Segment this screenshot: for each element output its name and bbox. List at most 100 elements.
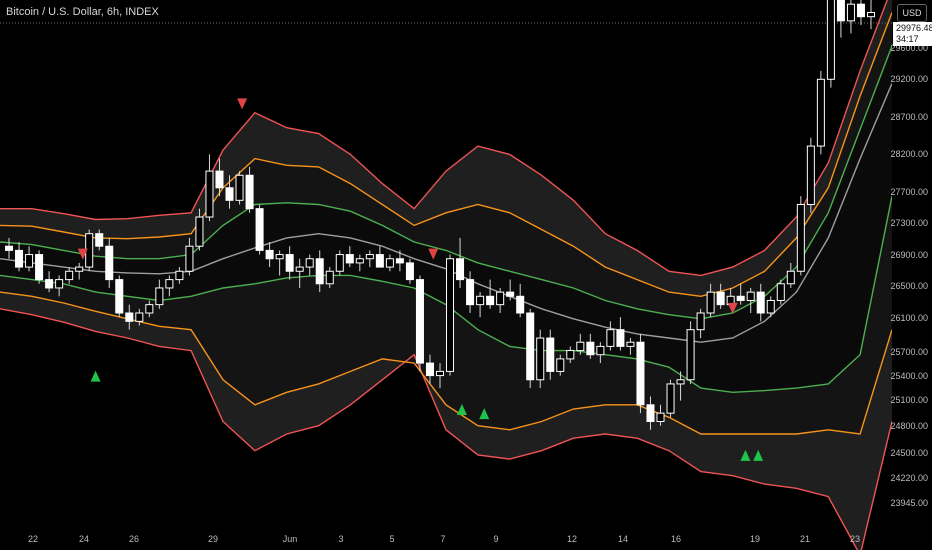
sell-signal-marker (237, 98, 248, 110)
candle-body (155, 287, 164, 306)
candle-body (796, 203, 805, 272)
candle-body (145, 304, 154, 314)
candle-body (516, 295, 525, 314)
candle-body (546, 337, 555, 372)
candle-body (606, 329, 615, 347)
candle-body (385, 258, 394, 268)
candle-body (235, 174, 244, 201)
price-tick-label: 24800.00 (890, 421, 928, 431)
price-axis[interactable]: 29600.00 29200.00 28700.00 28200.00 27700.00… (890, 0, 932, 550)
candle-body (866, 12, 875, 18)
candle-body (195, 216, 204, 247)
candle-body (466, 279, 475, 306)
candle-body (165, 279, 174, 289)
candle-body (836, 0, 845, 22)
candle-body (736, 295, 745, 301)
candle-body (415, 279, 424, 364)
time-tick-label: 3 (338, 534, 344, 544)
candle-body (496, 291, 505, 306)
buy-signal-marker (456, 403, 467, 415)
price-tick-label: 25400.00 (890, 371, 928, 381)
candle-body (365, 254, 374, 260)
sell-signal-marker (77, 248, 88, 260)
time-tick-label: 19 (749, 534, 761, 544)
bar-countdown: 34:17 (896, 34, 919, 44)
price-tick-label: 25700.00 (890, 347, 928, 357)
price-chart[interactable] (0, 0, 892, 550)
candle-body (265, 249, 274, 260)
candle-body (596, 345, 605, 356)
candle-body (295, 266, 304, 272)
last-price: 29976.48 (896, 23, 932, 33)
candle-body (425, 362, 434, 377)
candle-body (45, 279, 54, 289)
price-tick-label: 26500.00 (890, 281, 928, 291)
series-line-mid-upper (0, 12, 892, 298)
series-line-mid-lower (0, 291, 892, 435)
candle-body (245, 174, 254, 210)
candle-body (15, 249, 24, 268)
candle-body (856, 3, 865, 18)
candle-body (435, 370, 445, 377)
candle-body (175, 270, 184, 281)
candle-body (115, 279, 124, 314)
candle-body (626, 341, 635, 347)
candle-body (846, 3, 855, 22)
price-tick-label: 26100.00 (890, 313, 928, 323)
candle-body (215, 170, 224, 189)
candle-body (756, 291, 765, 314)
candle-body (456, 258, 465, 281)
candle-body (686, 329, 695, 381)
candle-body (706, 291, 715, 314)
candle-body (446, 258, 455, 372)
candle-body (25, 254, 34, 268)
candle-body (656, 412, 665, 422)
series-line-outer-lower (0, 308, 892, 550)
price-tick-label: 23945.00 (890, 498, 928, 508)
time-tick-label: 16 (670, 534, 682, 544)
candle-body (576, 341, 585, 352)
series-line-basis (0, 83, 892, 343)
candle-body (375, 254, 384, 268)
time-tick-label: 14 (617, 534, 629, 544)
price-tick-label: 25100.00 (890, 395, 928, 405)
candle-body (125, 312, 134, 322)
time-tick-label: 24 (78, 534, 90, 544)
price-tick-label: 29600.00 (890, 43, 928, 53)
candle-body (816, 78, 825, 147)
candle-body (105, 245, 114, 281)
time-tick-label: Jun (282, 534, 298, 544)
candle-body (315, 258, 324, 285)
candle-body (355, 258, 364, 264)
candle-body (616, 329, 625, 347)
candle-body (185, 245, 194, 272)
candle-body (135, 312, 144, 322)
candle-body (285, 254, 294, 272)
price-tick-label: 24500.00 (890, 448, 928, 458)
candle-body (5, 245, 14, 251)
candle-body (65, 270, 74, 281)
candle-body (676, 379, 685, 385)
candle-body (556, 358, 565, 372)
candle-body (806, 145, 815, 205)
price-tick-label: 24220.00 (890, 473, 928, 483)
candle-body (335, 254, 344, 272)
currency-button[interactable]: USD (897, 4, 927, 22)
candle-body (205, 170, 214, 218)
candle-body (666, 383, 675, 414)
price-tick-label: 28200.00 (890, 149, 928, 159)
candle-body (395, 258, 404, 264)
price-tick-label: 27700.00 (890, 187, 928, 197)
time-tick-label: 9 (493, 534, 499, 544)
chart-title: Bitcoin / U.S. Dollar, 6h, INDEX (6, 6, 159, 18)
series-line-outer-upper (0, 0, 888, 277)
sell-signal-marker (727, 302, 738, 314)
candle-body (636, 341, 645, 406)
candle-body (225, 187, 234, 201)
buy-signal-marker (753, 449, 764, 461)
series-line-inner-upper (0, 45, 892, 320)
candle-body (826, 0, 835, 80)
candle-body (536, 337, 545, 381)
candle-body (75, 266, 84, 272)
price-tick-label: 26900.00 (890, 250, 928, 260)
